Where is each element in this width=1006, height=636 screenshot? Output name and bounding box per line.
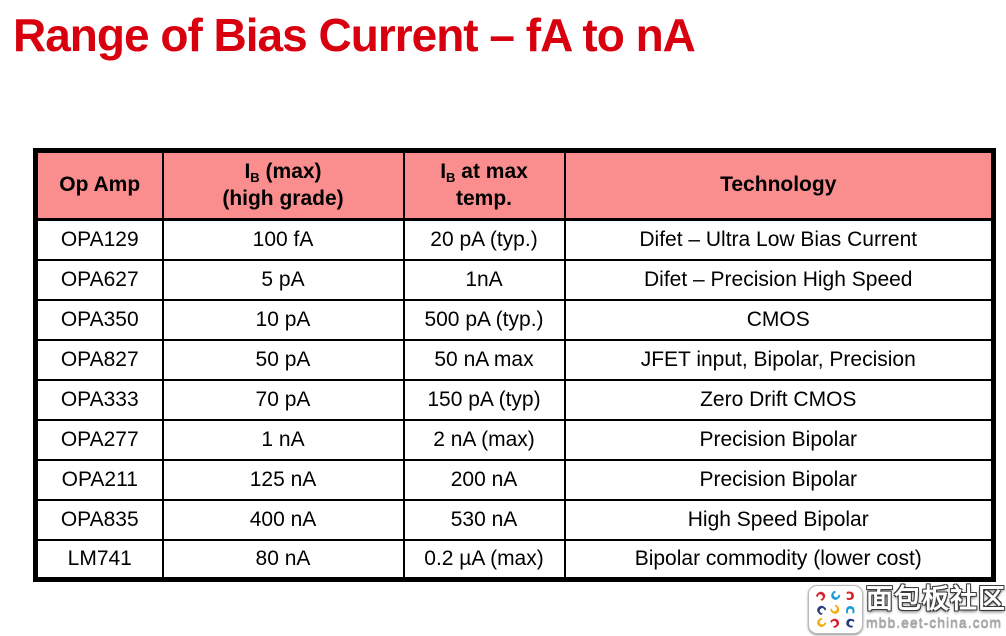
cell-technology: Precision Bipolar [563,418,995,461]
cell-ib-max: 5 pA [161,258,405,301]
table-row: LM741 80 nA 0.2 µA (max) Bipolar commodi… [34,538,995,581]
cell-ib-at-max-temp: 150 pA (typ) [402,378,566,421]
cell-technology: CMOS [563,298,995,341]
cell-op-amp: OPA350 [34,298,164,341]
column-header-ib-max: IB (max) (high grade) [161,149,405,221]
cell-op-amp: OPA333 [34,378,164,421]
table-row: OPA827 50 pA 50 nA max JFET input, Bipol… [34,338,995,381]
cell-technology: Difet – Ultra Low Bias Current [563,218,995,261]
column-header-label: IB (max) [244,160,322,185]
table-row: OPA627 5 pA 1nA Difet – Precision High S… [34,258,995,301]
cell-op-amp: OPA827 [34,338,164,381]
cell-op-amp: LM741 [34,538,164,581]
cell-op-amp: OPA627 [34,258,164,301]
table-row: OPA333 70 pA 150 pA (typ) Zero Drift CMO… [34,378,995,421]
cell-ib-at-max-temp: 530 nA [402,498,566,541]
column-header-technology: Technology [563,149,995,221]
cell-op-amp: OPA211 [34,458,164,501]
column-header-ib-at-max-temp: IB at max temp. [402,149,566,221]
table-row: OPA211 125 nA 200 nA Precision Bipolar [34,458,995,501]
cell-ib-at-max-temp: 200 nA [402,458,566,501]
cell-ib-max: 80 nA [161,538,405,581]
cell-technology: Difet – Precision High Speed [563,258,995,301]
watermark-site-name: 面包板社区 [866,584,1006,614]
cell-ib-at-max-temp: 500 pA (typ.) [402,298,566,341]
page-title: Range of Bias Current – fA to nA [13,9,696,61]
table-row: OPA277 1 nA 2 nA (max) Precision Bipolar [34,418,995,461]
column-header-label: Op Amp [59,173,141,197]
bias-current-table: Op Amp IB (max) (high grade) IB at max t… [33,148,996,582]
cell-ib-max: 50 pA [161,338,405,381]
watermark: c c c c c c c c c 面包板社区 mbb.eet-china.co… [808,585,1006,634]
cell-technology: Precision Bipolar [563,458,995,501]
cell-ib-max: 400 nA [161,498,405,541]
cell-ib-max: 10 pA [161,298,405,341]
column-header-label: Technology [720,173,837,197]
cell-technology: Zero Drift CMOS [563,378,995,421]
table-header-row: Op Amp IB (max) (high grade) IB at max t… [34,149,995,221]
cell-ib-at-max-temp: 0.2 µA (max) [402,538,566,581]
column-header-label-line2: temp. [455,186,512,210]
table-row: OPA129 100 fA 20 pA (typ.) Difet – Ultra… [34,218,995,261]
cell-ib-max: 1 nA [161,418,405,461]
cell-ib-max: 100 fA [161,218,405,261]
cell-technology: Bipolar commodity (lower cost) [563,538,995,581]
cell-ib-at-max-temp: 1nA [402,258,566,301]
table-row: OPA350 10 pA 500 pA (typ.) CMOS [34,298,995,341]
watermark-site-url: mbb.eet-china.com [866,614,1003,630]
column-header-op-amp: Op Amp [34,149,164,221]
cell-ib-at-max-temp: 20 pA (typ.) [402,218,566,261]
cell-technology: High Speed Bipolar [563,498,995,541]
cell-op-amp: OPA129 [34,218,164,261]
watermark-text: 面包板社区 mbb.eet-china.com [866,584,1006,631]
column-header-label: IB at max [440,160,528,185]
cell-op-amp: OPA277 [34,418,164,461]
column-header-label-line2: (high grade) [222,186,344,210]
cell-technology: JFET input, Bipolar, Precision [563,338,995,381]
cell-ib-max: 70 pA [161,378,405,421]
cell-ib-max: 125 nA [161,458,405,501]
breadboard-community-logo-icon: c c c c c c c c c [808,585,863,634]
cell-op-amp: OPA835 [34,498,164,541]
cell-ib-at-max-temp: 50 nA max [402,338,566,381]
table-row: OPA835 400 nA 530 nA High Speed Bipolar [34,498,995,541]
cell-ib-at-max-temp: 2 nA (max) [402,418,566,461]
